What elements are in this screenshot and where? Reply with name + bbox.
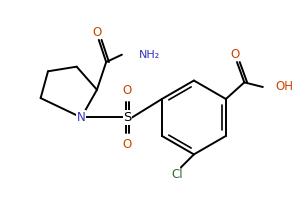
Text: O: O	[123, 138, 132, 151]
Text: O: O	[92, 26, 102, 39]
Text: S: S	[123, 111, 132, 124]
Text: O: O	[123, 84, 132, 97]
Text: NH₂: NH₂	[138, 50, 160, 60]
Text: OH: OH	[276, 81, 292, 93]
Text: O: O	[230, 48, 240, 61]
Text: N: N	[77, 111, 86, 124]
Text: Cl: Cl	[171, 168, 183, 181]
